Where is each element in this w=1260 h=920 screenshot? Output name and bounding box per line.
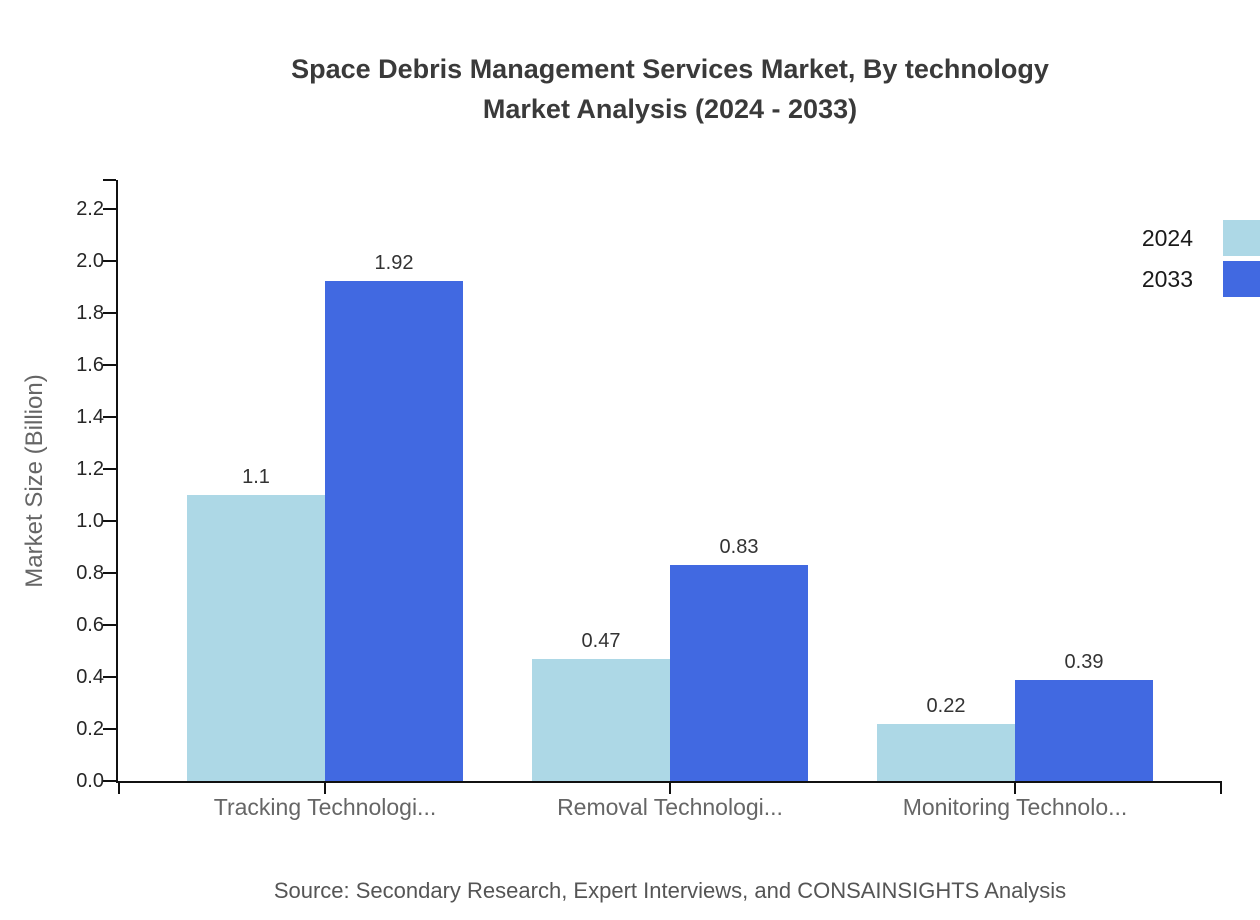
x-axis-end-cap [1220,781,1222,794]
bar-2033-2 [1015,679,1153,781]
y-tick [103,207,116,210]
legend-label-2024: 2024 [1141,224,1193,251]
y-tick [103,259,116,262]
chart-title-line1: Space Debris Management Services Market,… [291,54,1049,84]
y-tick [103,675,116,678]
category-label: Tracking Technologi... [213,794,437,820]
bar-2024-2 [877,723,1015,781]
y-tick-label: 1.4 [76,405,104,428]
x-tick [324,781,326,794]
y-tick-label: 0.2 [76,717,104,740]
bar-2033-1 [670,565,808,781]
legend-item-2033: 2033 [1040,261,1260,297]
y-tick [103,363,116,366]
y-tick [103,623,116,626]
y-tick [103,519,116,522]
y-tick-label: 0.6 [76,613,104,636]
bar-2024-0 [187,494,325,781]
y-axis-end-cap [103,179,116,181]
y-tick-label: 1.6 [76,353,104,376]
y-tick-label: 1.8 [76,301,104,324]
y-tick [103,311,116,314]
y-tick-label: 0.4 [76,665,104,688]
x-axis-end-cap [118,781,120,794]
y-tick [103,467,116,470]
y-tick-label: 1.0 [76,509,104,532]
legend-item-2024: 2024 [1040,220,1260,256]
bar-value-label: 0.39 [1064,650,1104,673]
legend-swatch-2033 [1223,261,1260,297]
y-tick [103,571,116,574]
y-tick-label: 2.2 [76,197,104,220]
chart-title-line2: Market Analysis (2024 - 2033) [482,94,858,124]
bar-value-label: 0.83 [719,536,759,559]
bar-value-label: 1.1 [242,465,270,488]
bar-value-label: 0.47 [581,629,621,652]
y-tick [103,780,116,782]
chart-title: Space Debris Management Services Market,… [80,49,1260,129]
y-tick-label: 2.0 [76,249,104,272]
legend-swatch-2024 [1223,220,1260,256]
bar-value-label: 0.22 [926,694,966,717]
source-line: Source: Secondary Research, Expert Inter… [273,878,1067,903]
bar-value-label: 1.92 [374,252,414,275]
x-tick [1014,781,1016,794]
y-tick [103,415,116,418]
legend-label-2033: 2033 [1141,265,1193,292]
y-tick-label: 0.8 [76,561,104,584]
y-tick-labels: 0.0 0.2 0.4 0.6 0.8 1.0 1.2 1.4 1.6 1.8 2.0 2.2 [0,0,104,920]
plot-area: Tracking Technologi... 1.1 1.92 Removal Tec… [103,179,1222,820]
bar-2033-0 [325,281,463,781]
y-tick-label: 0.0 [76,770,104,792]
category-label: Monitoring Technolo... [902,794,1128,820]
x-tick [669,781,671,794]
bar-2024-1 [532,658,670,781]
y-tick [103,727,116,730]
y-tick-label: 1.2 [76,457,104,480]
category-label: Removal Technologi... [557,794,783,820]
